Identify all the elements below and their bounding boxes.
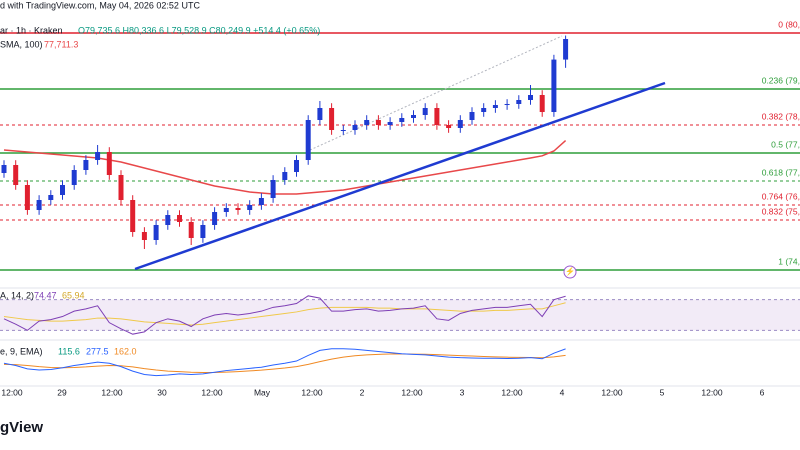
- candle-body: [48, 195, 54, 200]
- candle-body: [106, 152, 112, 175]
- candle-body: [434, 108, 440, 125]
- candle-body: [36, 200, 42, 210]
- x-tick-label: May: [254, 387, 271, 397]
- candle-body: [1, 165, 7, 173]
- candle-body: [504, 104, 510, 105]
- candle-body: [71, 170, 77, 185]
- candle-body: [563, 39, 569, 60]
- candle-body: [294, 160, 299, 172]
- fib-label: 0 (80,: [778, 19, 800, 29]
- x-tick-label: 12:00: [401, 387, 423, 397]
- candle-body: [329, 108, 335, 130]
- candle-body: [551, 59, 557, 112]
- candle-body: [387, 122, 393, 125]
- macd-line: [3, 348, 566, 377]
- sma-name: SMA, 100): [0, 39, 43, 49]
- x-tick-label: 6: [760, 387, 765, 397]
- candle-body: [364, 120, 370, 125]
- fib-label: 0.618 (77,: [762, 167, 800, 177]
- brand: gView: [0, 419, 43, 436]
- rsi-line: [3, 295, 566, 335]
- candle-body: [165, 215, 171, 225]
- fib-label: 0.382 (78,: [762, 111, 800, 121]
- x-tick-label: 12:00: [201, 387, 223, 397]
- macd-value: 277.5: [86, 346, 109, 356]
- signal-value: 162.0: [114, 346, 137, 356]
- candle-body: [130, 200, 136, 232]
- candle-body: [282, 172, 288, 180]
- candle-body: [258, 198, 264, 205]
- candle-body: [352, 125, 358, 130]
- x-tick-label: 12:00: [501, 387, 523, 397]
- candle-body: [247, 205, 253, 210]
- ohlc: O79,735.6 H80,336.6 L79,528.9 C80,249.9 …: [78, 25, 320, 35]
- candle-body: [270, 180, 276, 198]
- candle-body: [481, 108, 487, 112]
- x-tick-label: 29: [57, 387, 67, 397]
- candle-body: [95, 152, 101, 160]
- trend-line: [134, 81, 666, 271]
- x-tick-label: 4: [560, 387, 565, 397]
- candle-body: [60, 185, 65, 195]
- candle-body: [516, 100, 522, 104]
- candle-body: [235, 208, 241, 210]
- candle-body: [141, 232, 147, 240]
- candle-body: [528, 95, 533, 100]
- fib-label: 0.236 (79,: [762, 75, 800, 85]
- rsi-ma-line: [3, 302, 566, 326]
- rsi-ma-value: 65.94: [62, 290, 85, 300]
- x-tick-label: 12:00: [601, 387, 623, 397]
- fib-label: 0.832 (75,: [762, 206, 800, 216]
- candle-body: [340, 130, 346, 131]
- candle-body: [177, 215, 182, 222]
- rsi-value: 74.47: [34, 290, 57, 300]
- candle-body: [13, 165, 19, 185]
- candle-body: [317, 108, 323, 120]
- candle-body: [375, 120, 381, 125]
- macd-name: e, 9, EMA): [0, 346, 43, 356]
- candle-body: [422, 108, 428, 115]
- sma-value: 77,711.3: [44, 39, 78, 49]
- x-tick-label: 2: [360, 387, 365, 397]
- x-tick-label: 30: [157, 387, 167, 397]
- candle-body: [457, 120, 463, 128]
- x-tick-label: 12:00: [701, 387, 723, 397]
- fib-label: 0.5 (77,: [771, 139, 800, 149]
- x-tick-label: 12:00: [101, 387, 123, 397]
- candle-body: [200, 225, 206, 238]
- x-tick-label: 12:00: [1, 387, 23, 397]
- header: d with TradingView.com, May 04, 2026 02:…: [0, 0, 200, 10]
- x-tick-label: 3: [460, 387, 465, 397]
- candle-body: [24, 185, 30, 210]
- fib-label: 0.764 (76,: [762, 191, 800, 201]
- x-tick-label: 5: [660, 387, 665, 397]
- symbol: ar · 1h · Kraken: [0, 25, 63, 35]
- candle-body: [539, 95, 545, 112]
- candle-body: [188, 222, 194, 238]
- candle-body: [223, 208, 229, 212]
- candle-body: [153, 225, 159, 240]
- macd-hist-value: 115.6: [58, 346, 80, 356]
- signal-line: [3, 353, 566, 374]
- candle-body: [83, 160, 89, 170]
- fib-label: 1 (74,: [778, 256, 800, 266]
- candle-body: [469, 112, 475, 120]
- alert-icon-glyph: ⚡: [565, 266, 575, 276]
- candle-body: [446, 125, 452, 128]
- candle-body: [411, 115, 416, 118]
- rsi-name: A, 14, 2): [0, 290, 34, 300]
- alert-icon: [563, 265, 577, 279]
- candle-body: [212, 212, 218, 225]
- candle-body: [305, 120, 311, 160]
- candle-body: [399, 118, 405, 122]
- candle-body: [118, 175, 124, 200]
- rsi-band: [0, 299, 800, 331]
- x-tick-label: 12:00: [301, 387, 323, 397]
- candle-body: [492, 105, 498, 108]
